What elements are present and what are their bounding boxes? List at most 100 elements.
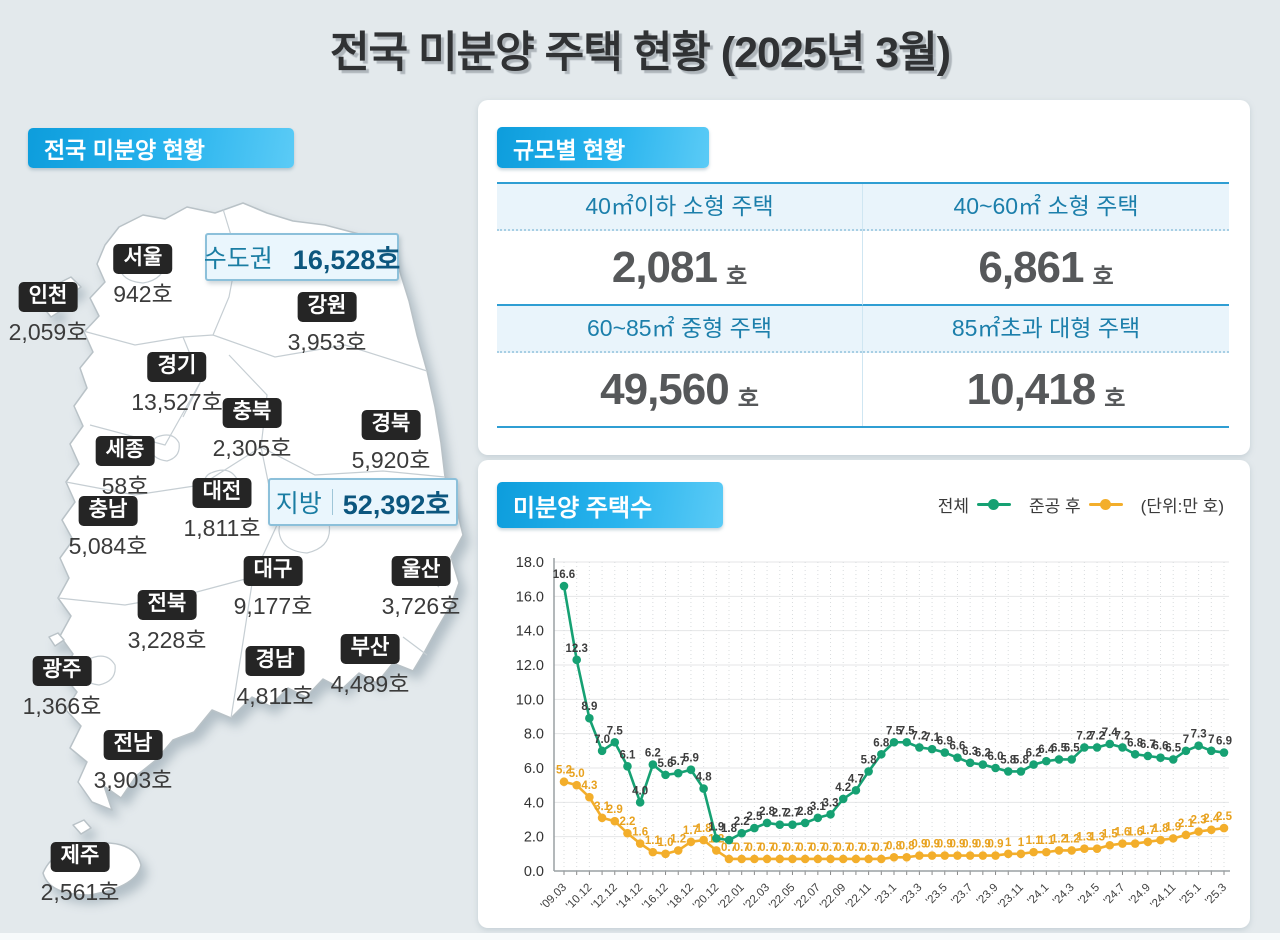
- svg-text:6.6: 6.6: [1153, 741, 1169, 753]
- region-name: 세종: [95, 436, 155, 467]
- region-value: 2,561호: [40, 879, 120, 906]
- svg-text:4.0: 4.0: [524, 795, 544, 811]
- svg-text:12.0: 12.0: [516, 658, 544, 674]
- svg-text:2.8: 2.8: [759, 806, 776, 818]
- island-west-3: [48, 632, 65, 647]
- svg-text:'24.3: '24.3: [1051, 882, 1077, 908]
- svg-text:1.2: 1.2: [1064, 833, 1080, 845]
- svg-text:16.6: 16.6: [553, 569, 575, 581]
- svg-text:10.0: 10.0: [516, 692, 544, 708]
- region-label: 경남 4,811호: [236, 646, 314, 711]
- size-cell-60-85: 60~85㎡ 중형 주택 49,560 호: [497, 306, 863, 426]
- svg-text:0.9: 0.9: [962, 839, 978, 851]
- size-cell-label: 85㎡초과 대형 주택: [951, 315, 1141, 341]
- size-status-card: 규모별 현황 40㎡이하 소형 주택 2,081 호 40~60㎡ 소형 주택 …: [478, 100, 1250, 455]
- svg-text:5.2: 5.2: [556, 765, 572, 777]
- svg-text:'24.5: '24.5: [1076, 882, 1102, 908]
- region-label: 제주 2,561호: [40, 842, 120, 907]
- region-value: 3,228호: [127, 627, 207, 654]
- svg-text:0.7: 0.7: [823, 842, 839, 854]
- svg-text:4.2: 4.2: [835, 782, 851, 794]
- svg-text:6.2: 6.2: [645, 748, 661, 760]
- svg-text:2.2: 2.2: [619, 816, 635, 828]
- svg-text:1.6: 1.6: [1127, 827, 1143, 839]
- svg-text:5.7: 5.7: [670, 756, 686, 768]
- sudogwon-total-badge: 수도권 16,528호: [204, 233, 400, 281]
- legend-marker-completed-icon: [1088, 499, 1123, 510]
- size-cell-value: 10,418: [966, 364, 1097, 414]
- region-label: 경북 5,920호: [352, 410, 430, 475]
- svg-text:1.6: 1.6: [632, 827, 648, 839]
- region-value: 2,305호: [212, 435, 292, 462]
- region-label: 인천 2,059호: [9, 282, 87, 347]
- svg-text:1.2: 1.2: [1051, 833, 1067, 845]
- svg-text:1.1: 1.1: [1038, 835, 1055, 847]
- svg-text:'22.11: '22.11: [844, 882, 874, 912]
- region-name: 광주: [32, 656, 92, 687]
- size-cell-40-60: 40~60㎡ 소형 주택 6,861 호: [863, 184, 1229, 306]
- bottom-strip: [0, 933, 1280, 940]
- svg-text:1: 1: [1005, 837, 1012, 849]
- region-value: 1,811호: [183, 515, 261, 542]
- island-south-1: [72, 819, 92, 835]
- jibang-badge-label: 지방: [275, 490, 322, 518]
- svg-text:0.9: 0.9: [924, 839, 940, 851]
- svg-text:'24.1: '24.1: [1026, 882, 1052, 908]
- region-value: 13,527호: [131, 389, 223, 416]
- svg-text:'23.3: '23.3: [899, 882, 925, 908]
- svg-text:2.0: 2.0: [524, 830, 544, 846]
- region-value: 3,726호: [381, 593, 461, 620]
- svg-text:1.8: 1.8: [721, 823, 738, 835]
- region-value: 3,953호: [287, 329, 367, 356]
- region-name: 전북: [137, 590, 197, 621]
- svg-text:14.0: 14.0: [516, 624, 544, 640]
- svg-text:2.1: 2.1: [1178, 818, 1195, 830]
- svg-text:3.1: 3.1: [594, 801, 611, 813]
- svg-text:2.8: 2.8: [797, 806, 814, 818]
- svg-text:0.7: 0.7: [772, 842, 788, 854]
- svg-text:1.8: 1.8: [696, 823, 713, 835]
- region-label: 충남 5,084호: [69, 496, 147, 561]
- chart-section-header: 미분양 주택수: [497, 482, 723, 528]
- region-label: 서울 942호: [113, 244, 173, 309]
- svg-text:7.3: 7.3: [1191, 729, 1207, 741]
- legend-marker-total-icon: [977, 499, 1011, 510]
- svg-text:7.5: 7.5: [899, 725, 916, 737]
- svg-text:0.7: 0.7: [797, 842, 813, 854]
- svg-text:0.7: 0.7: [848, 842, 864, 854]
- region-label: 전남 3,903호: [94, 730, 172, 795]
- region-label: 강원 3,953호: [287, 292, 367, 357]
- region-label: 세종 58호: [95, 436, 155, 501]
- svg-text:8.9: 8.9: [581, 701, 597, 713]
- svg-text:1.1: 1.1: [645, 835, 662, 847]
- region-name: 제주: [50, 842, 110, 873]
- region-value: 1,366호: [22, 693, 102, 720]
- svg-text:5.8: 5.8: [1000, 754, 1017, 766]
- legend-label-completed: 준공 후: [1029, 497, 1081, 516]
- region-value: 58호: [101, 473, 149, 500]
- svg-text:1.2: 1.2: [670, 833, 686, 845]
- svg-text:0.7: 0.7: [784, 842, 800, 854]
- svg-text:4.3: 4.3: [581, 780, 597, 792]
- svg-text:2.5: 2.5: [1216, 811, 1233, 823]
- legend-label-total: 전체: [937, 497, 969, 516]
- region-name: 강원: [297, 292, 357, 323]
- region-name: 대구: [243, 556, 303, 587]
- svg-text:7.0: 7.0: [594, 734, 610, 746]
- svg-text:6.5: 6.5: [1051, 742, 1068, 754]
- svg-text:1.5: 1.5: [1102, 828, 1119, 840]
- svg-text:7.2: 7.2: [1076, 730, 1092, 742]
- svg-text:1: 1: [1018, 837, 1025, 849]
- svg-text:6.2: 6.2: [1026, 748, 1042, 760]
- svg-text:1.7: 1.7: [683, 825, 699, 837]
- svg-text:5.0: 5.0: [569, 768, 585, 780]
- svg-text:1.1: 1.1: [1026, 835, 1043, 847]
- size-cell-over-85: 85㎡초과 대형 주택 10,418 호: [863, 306, 1229, 426]
- region-label: 대전 1,811호: [183, 478, 261, 543]
- svg-text:8.0: 8.0: [524, 727, 544, 743]
- svg-text:5.9: 5.9: [683, 753, 699, 765]
- svg-text:2.2: 2.2: [734, 816, 750, 828]
- svg-text:6.9: 6.9: [937, 736, 953, 748]
- region-name: 전남: [103, 730, 163, 761]
- svg-text:0.9: 0.9: [911, 839, 927, 851]
